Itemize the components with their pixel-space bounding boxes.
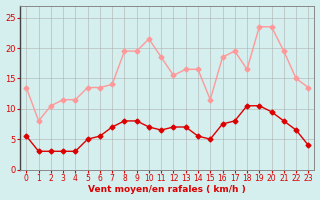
X-axis label: Vent moyen/en rafales ( km/h ): Vent moyen/en rafales ( km/h ) [88, 185, 246, 194]
